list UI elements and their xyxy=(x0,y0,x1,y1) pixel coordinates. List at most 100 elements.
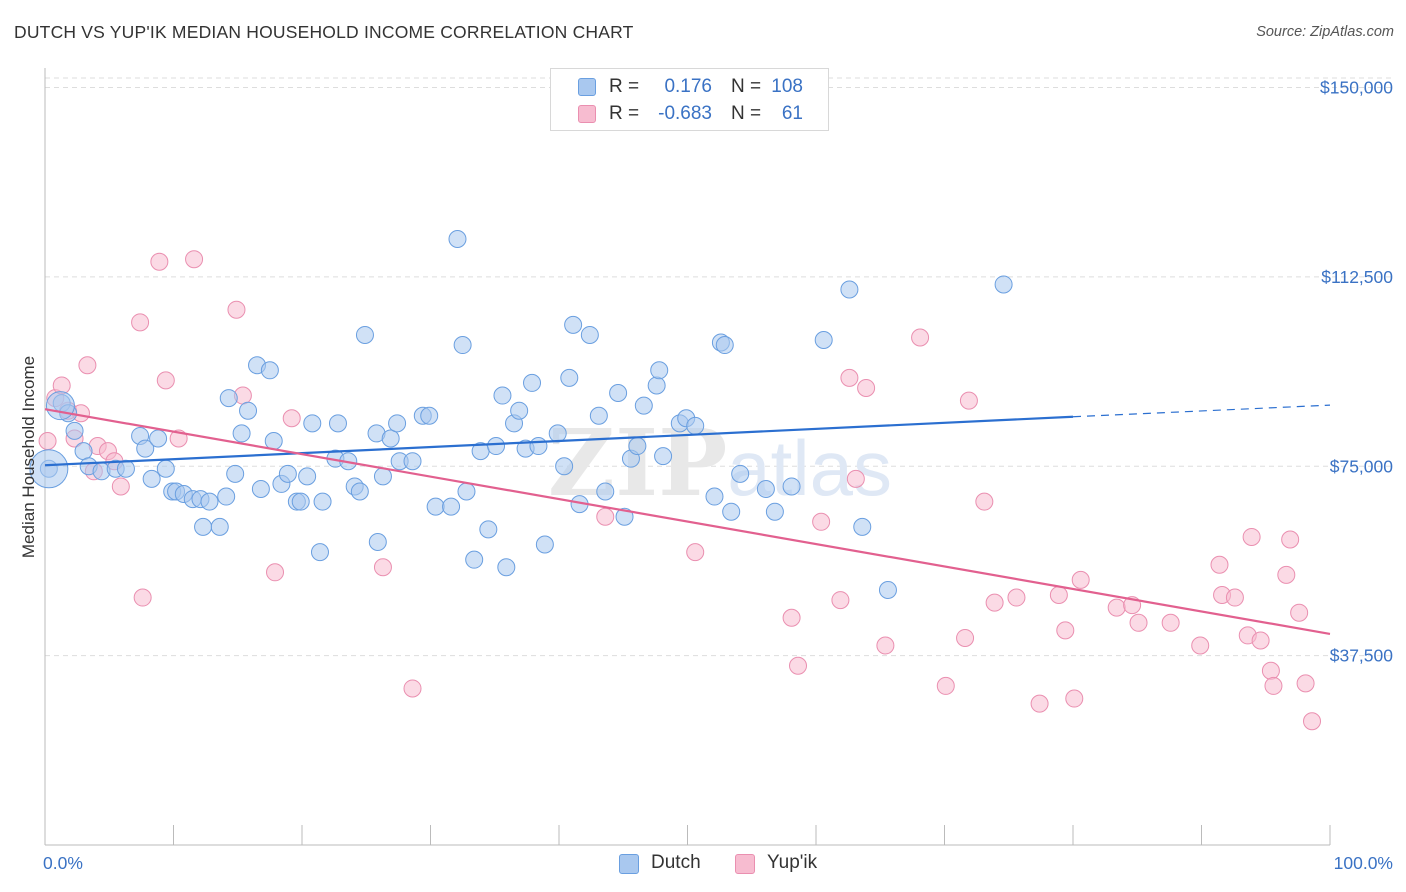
yupik-point xyxy=(1071,570,1090,589)
dutch-point xyxy=(615,507,634,526)
yupik-point xyxy=(846,469,865,488)
r-label: R = xyxy=(609,76,640,97)
dutch-point xyxy=(497,558,516,577)
dutch-point xyxy=(156,459,175,478)
yupik-point xyxy=(1007,588,1026,607)
trend-lines xyxy=(44,404,1331,635)
dutch-point xyxy=(232,424,251,443)
dutch-point xyxy=(200,492,219,511)
dutch-point xyxy=(453,336,472,355)
dutch-point xyxy=(853,517,872,536)
n-label: N = xyxy=(731,103,762,124)
dutch-point xyxy=(426,497,445,516)
dutch-point xyxy=(278,464,297,483)
yupik-point xyxy=(1065,689,1084,708)
yupik-point xyxy=(1129,613,1148,632)
legend-label-dutch: Dutch xyxy=(651,852,701,873)
dutch-point xyxy=(457,482,476,501)
dutch-point xyxy=(560,368,579,387)
dutch-point xyxy=(479,520,498,539)
yupik-point xyxy=(266,563,285,582)
yupik-point xyxy=(111,477,130,496)
yupik-point xyxy=(1296,674,1315,693)
dutch-trend-extension xyxy=(1072,404,1331,418)
dutch-point xyxy=(686,416,705,435)
r-value: -0.683 xyxy=(658,103,712,124)
yupik-point xyxy=(812,512,831,531)
dutch-point xyxy=(142,469,161,488)
dutch-point xyxy=(535,535,554,554)
dutch-point xyxy=(303,414,322,433)
dutch-point xyxy=(994,275,1013,294)
dutch-point xyxy=(298,467,317,486)
yupik-point xyxy=(227,300,246,319)
dutch-large-point xyxy=(45,391,75,421)
yupik-point xyxy=(1107,598,1126,617)
yupik-point xyxy=(1056,621,1075,640)
yupik-point xyxy=(1225,588,1244,607)
dutch-point xyxy=(264,432,283,450)
yupik-point xyxy=(1210,555,1229,574)
dutch-point xyxy=(355,325,374,344)
y-axis-label: Median Household Income xyxy=(19,356,38,558)
yupik-point xyxy=(686,543,705,562)
dutch-points xyxy=(29,230,1013,599)
dutch-point xyxy=(487,437,506,456)
yupik-trend-line xyxy=(44,408,1331,635)
dutch-point xyxy=(442,497,461,516)
dutch-point xyxy=(650,361,669,380)
yupik-point xyxy=(985,593,1004,612)
yupik-point xyxy=(1191,636,1210,655)
yupik-point xyxy=(1277,565,1296,584)
dutch-point xyxy=(217,487,236,506)
y-tick-label: $37,500 xyxy=(1330,646,1394,666)
legend-row-dutch: R = 0.176 N = 108 xyxy=(551,74,828,100)
yupik-point xyxy=(1281,530,1300,549)
dutch-point xyxy=(510,401,529,420)
dutch-swatch xyxy=(619,854,639,874)
r-value: 0.176 xyxy=(664,76,712,97)
dutch-point xyxy=(226,464,245,483)
x-tick-labels: 0.0% 100.0% xyxy=(43,853,1393,873)
dutch-point xyxy=(381,429,400,448)
dutch-point xyxy=(654,447,673,466)
dutch-point xyxy=(814,331,833,349)
grid-lines xyxy=(45,77,1395,657)
dutch-point xyxy=(493,386,512,405)
dutch-point xyxy=(715,336,734,355)
yupik-swatch xyxy=(735,854,755,874)
dutch-point xyxy=(251,479,270,498)
yupik-point xyxy=(373,558,392,577)
x-tick-label: 0.0% xyxy=(43,853,83,873)
dutch-point xyxy=(634,396,653,415)
dutch-point xyxy=(448,230,467,248)
yupik-point xyxy=(857,378,876,397)
dutch-point xyxy=(368,533,387,551)
dutch-point xyxy=(765,502,784,521)
dutch-point xyxy=(840,280,859,299)
n-label: N = xyxy=(731,76,762,97)
y-tick-labels: $37,500 $75,000 $112,500 $150,000 xyxy=(1320,78,1393,666)
dutch-point xyxy=(291,492,310,511)
yupik-point xyxy=(1049,586,1068,605)
dutch-point xyxy=(210,517,229,536)
dutch-point xyxy=(756,479,775,498)
dutch-point xyxy=(420,406,439,425)
dutch-point xyxy=(328,414,347,433)
dutch-point xyxy=(589,406,608,425)
dutch-point xyxy=(74,442,93,461)
dutch-point xyxy=(722,502,741,521)
dutch-point xyxy=(403,452,422,471)
dutch-point xyxy=(194,517,213,536)
chart-title: DUTCH VS YUP'IK MEDIAN HOUSEHOLD INCOME … xyxy=(14,22,634,42)
y-tick-label: $112,500 xyxy=(1321,267,1393,287)
dutch-point xyxy=(647,376,666,395)
yupik-point xyxy=(1251,631,1270,650)
yupik-point xyxy=(956,628,975,647)
legend-row-yupik: R = -0.683 N = 61 xyxy=(551,101,828,127)
yupik-point xyxy=(936,676,955,695)
yupik-point xyxy=(38,432,57,450)
yupik-point xyxy=(1030,694,1049,713)
yupik-point xyxy=(789,656,808,675)
